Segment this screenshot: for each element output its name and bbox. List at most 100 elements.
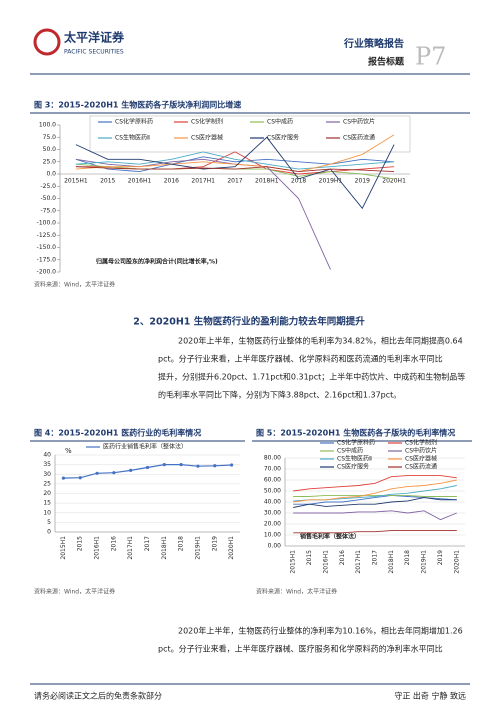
x-tick-label: 2017 [227, 178, 242, 185]
x-tick-label: 2017H1 [191, 178, 215, 185]
y-tick-label: -75.0 [40, 207, 56, 214]
point [196, 464, 200, 468]
series-line [75, 134, 395, 173]
series-line [293, 497, 457, 508]
footer-disclaimer: 请务必阅读正文之后的免责条款部分 [34, 691, 162, 701]
legend-label: CS医疗器械 [405, 455, 437, 463]
brand-en: PACIFIC SECURITIES [64, 49, 124, 56]
y-tick-label: -125.0 [37, 232, 57, 239]
series-line [75, 136, 395, 210]
legend-label: CS医疗服务 [267, 134, 299, 142]
point [61, 476, 66, 480]
y-tick-label: 25.0 [43, 158, 57, 165]
chart-note: 归属母公司股东的净利润合计(同比增长率,%) [96, 258, 218, 266]
x-tick-label: 2019H1 [194, 536, 201, 560]
chart-note: 销售毛利率（整体法） [300, 533, 360, 541]
x-tick-label: 2018 [178, 536, 185, 551]
x-tick-label: 2015 [77, 536, 84, 551]
x-tick-label: 2017 [372, 550, 379, 565]
x-tick-label: 2018H1 [255, 178, 279, 185]
point [179, 463, 183, 467]
y-tick-label: -175.0 [37, 256, 57, 263]
point [78, 476, 82, 480]
point [229, 463, 234, 467]
x-tick-label: 2018H1 [161, 536, 168, 560]
y-tick-label: 80.00 [264, 455, 281, 462]
brand: 太平洋证券 [64, 30, 125, 45]
figure-title: 图 3：2015-2020H1 生物医药各子版块净利润同比增速 [34, 100, 241, 110]
y-tick-label: -200.0 [37, 269, 57, 276]
series-line [293, 510, 457, 521]
figure-title: 图 5：2015-2020H1 生物医药各子版块的毛利率情况 [256, 428, 455, 438]
paragraph-line: pct。分子行业来看，上半年医疗器械、医疗服务和化学原料药的净利率水平同比 [158, 644, 443, 654]
x-tick-label: 2017H1 [355, 550, 362, 574]
legend-label: 医药行业销售毛利率（整体法） [103, 443, 187, 451]
y-tick-label: 60.00 [264, 477, 281, 484]
legend-label: CS医药流通 [343, 134, 375, 142]
x-tick-label: 2020H1 [453, 550, 460, 574]
y-unit: % [65, 447, 72, 455]
legend-label: CS化学制剂 [191, 118, 223, 126]
point [162, 463, 166, 467]
legend-label: CS中成药 [337, 447, 363, 455]
y-tick-label: 30.00 [264, 510, 281, 517]
series-line [293, 475, 457, 492]
x-tick-label: 2019 [355, 178, 370, 185]
legend-label: CS中药饮片 [343, 118, 375, 126]
y-tick-label: 0.00 [268, 543, 282, 550]
paragraph-line: 2020年上半年，生物医药行业整体的净利率为10.16%，相比去年同期增加1.2… [178, 626, 463, 636]
y-tick-label: 20 [43, 490, 51, 497]
x-tick-label: 2017 [144, 536, 151, 551]
x-tick-label: 2016H1 [128, 178, 152, 185]
x-tick-label: 2015 [306, 550, 313, 565]
x-tick-label: 2019H1 [421, 550, 428, 574]
x-tick-label: 2018H1 [388, 550, 395, 574]
series-line [293, 479, 457, 503]
x-tick-label: 2016 [164, 178, 179, 185]
y-tick-label: 5 [47, 519, 51, 526]
y-tick-label: 40 [43, 452, 51, 459]
y-tick-label: 50.00 [264, 488, 281, 495]
y-tick-label: 75.0 [43, 134, 57, 141]
x-tick-label: 2015 [100, 178, 115, 185]
x-tick-label: 2015H1 [60, 536, 67, 560]
y-tick-label: 35 [43, 461, 51, 468]
report-title: 报告标题 [368, 56, 405, 68]
legend-label: CS医疗服务 [337, 463, 369, 471]
x-tick-label: 2016H1 [94, 536, 101, 560]
y-tick-label: 20.00 [264, 521, 281, 528]
series-line [75, 158, 331, 270]
y-tick-label: 10.00 [264, 532, 281, 539]
y-tick-label: 25 [43, 480, 51, 487]
x-tick-label: 2016 [110, 536, 117, 551]
series-line [293, 530, 457, 534]
point [112, 471, 116, 475]
paragraph-line: 提升，分别提升6.20pct、1.71pct和0.31pct；上半年中药饮片、中… [158, 372, 465, 382]
series-line [293, 494, 457, 497]
y-tick-label: 0.0 [46, 171, 56, 178]
figure-title: 图 4：2015-2020H1 医药行业的毛利率情况 [34, 428, 201, 438]
y-tick-label: 30 [43, 471, 51, 478]
series-line [75, 151, 395, 170]
figure-source: 资料来源：Wind，太平洋证券 [256, 588, 337, 596]
legend-label: CS中药饮片 [405, 447, 437, 455]
x-tick-label: 2019H1 [319, 178, 343, 185]
y-tick-label: 40.00 [264, 499, 281, 506]
logo-mark [33, 28, 61, 56]
legend-label: CS生物医药Ⅱ [115, 134, 150, 142]
x-tick-label: 2015H1 [290, 550, 297, 574]
report-type: 行业策略报告 [343, 37, 404, 50]
y-tick-label: 70.00 [264, 466, 281, 473]
legend-label: CS中成药 [267, 118, 293, 126]
legend-label: CS医药流通 [405, 463, 437, 471]
x-tick-label: 2016 [339, 550, 346, 565]
legend-label: CS生物医药Ⅱ [337, 455, 372, 463]
point [213, 464, 217, 468]
series-line [75, 166, 395, 173]
y-tick-label: 50.0 [43, 146, 57, 153]
x-tick-label: 2017H1 [127, 536, 134, 560]
y-tick-label: 10 [43, 509, 51, 516]
figure-source: 资料来源：Wind，太平洋证券 [34, 588, 115, 596]
page-number: P7 [415, 43, 446, 71]
